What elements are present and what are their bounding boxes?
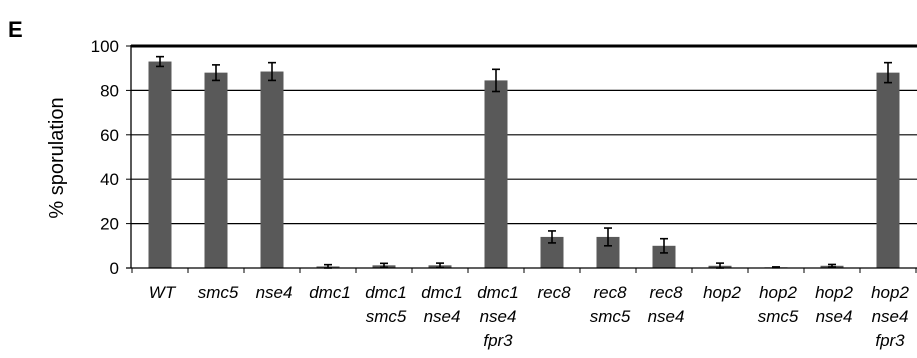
x-tick-label-8-0: rec8 <box>593 283 627 302</box>
x-tick-label-13-2: fpr3 <box>875 331 905 350</box>
bar-rec8-nse4 <box>652 245 676 268</box>
y-tick-label-60: 60 <box>100 126 119 145</box>
x-tick-label-6-2: fpr3 <box>483 331 513 350</box>
x-tick-label-9-0: rec8 <box>649 283 683 302</box>
bar-rec8-smc5 <box>596 236 620 268</box>
bar-nse4 <box>260 71 284 268</box>
x-tick-label-3-0: dmc1 <box>309 283 351 302</box>
bar-dmc1-nse4-fpr3 <box>484 80 508 268</box>
x-tick-label-10-0: hop2 <box>703 283 741 302</box>
panel-label: E <box>8 17 23 42</box>
y-tick-label-20: 20 <box>100 215 119 234</box>
x-tick-label-8-1: smc5 <box>590 307 631 326</box>
x-tick-label-12-1: nse4 <box>816 307 853 326</box>
x-tick-label-4-0: dmc1 <box>365 283 407 302</box>
x-tick-label-13-0: hop2 <box>871 283 909 302</box>
x-tick-label-9-1: nse4 <box>648 307 685 326</box>
y-tick-label-40: 40 <box>100 170 119 189</box>
y-axis-ticks: 0 20 40 60 80 100 <box>91 37 131 278</box>
bar-WT <box>148 61 172 268</box>
x-tick-label-6-1: nse4 <box>480 307 517 326</box>
axes <box>126 45 917 273</box>
x-tick-label-11-1: smc5 <box>758 307 799 326</box>
bar-smc5 <box>204 72 228 268</box>
x-tick-label-1-0: smc5 <box>198 283 239 302</box>
bars <box>148 61 900 268</box>
y-axis-label: % sporulation <box>46 97 68 218</box>
x-tick-label-12-0: hop2 <box>815 283 853 302</box>
gridlines <box>131 44 917 225</box>
y-tick-label-80: 80 <box>100 81 119 100</box>
x-tick-label-11-0: hop2 <box>759 283 797 302</box>
x-axis-tick-labels: WT smc5 nse4 dmc1 dmc1 smc5 dmc1 nse4 dmc1 nse4 fp… <box>149 283 910 350</box>
y-tick-label-100: 100 <box>91 37 119 56</box>
x-tick-label-0-0: WT <box>149 283 177 302</box>
bar-hop2-nse4-fpr3 <box>876 72 900 268</box>
x-tick-label-13-1: nse4 <box>872 307 909 326</box>
y-tick-label-0: 0 <box>110 259 119 278</box>
x-tick-label-2-0: nse4 <box>256 283 293 302</box>
x-tick-label-7-0: rec8 <box>537 283 571 302</box>
x-tick-label-5-0: dmc1 <box>421 283 463 302</box>
bar-rec8 <box>540 236 564 268</box>
x-tick-label-4-1: smc5 <box>366 307 407 326</box>
x-tick-label-5-1: nse4 <box>424 307 461 326</box>
x-tick-label-6-0: dmc1 <box>477 283 519 302</box>
